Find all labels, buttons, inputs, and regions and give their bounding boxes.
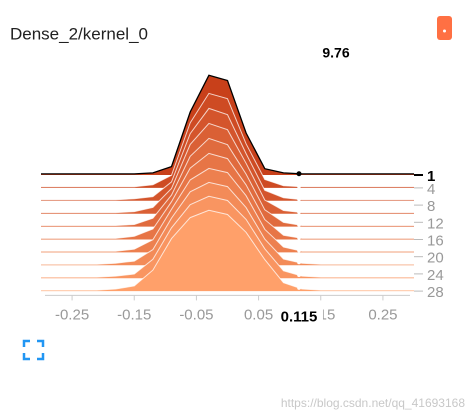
ridge-area <box>41 210 414 292</box>
color-toggle-dot <box>443 29 446 33</box>
ridge-line <box>41 122 414 214</box>
x-tick-label: 0.05 <box>244 306 273 323</box>
ridge-line <box>41 167 414 252</box>
ridge-line <box>41 152 414 239</box>
hover-value-label: 9.76 <box>322 45 349 61</box>
y-tick-label: 24 <box>427 267 444 284</box>
ridge-line <box>41 181 414 265</box>
chart-title: Dense_2/kernel_0 <box>10 24 148 43</box>
hover-x-bg <box>274 305 323 326</box>
ridge-line <box>41 137 414 226</box>
hover-dot <box>297 197 301 202</box>
y-tick-label: 20 <box>427 250 444 267</box>
watermark: https://blog.csdn.net/qq_41693168 <box>281 396 465 410</box>
hover-dot <box>297 184 301 189</box>
y-tick-label: 8 <box>427 198 435 215</box>
hover-dot <box>297 273 301 278</box>
x-tick-label: -0.25 <box>55 306 89 323</box>
color-toggle[interactable] <box>437 16 452 40</box>
ridge-line <box>41 195 414 278</box>
fullscreen-icon[interactable] <box>22 339 45 361</box>
ridge-line <box>41 107 414 201</box>
y-tick-label: 1 <box>427 168 435 185</box>
hover-dot <box>296 171 302 177</box>
ridge-line <box>41 209 414 291</box>
hover-dot <box>297 223 301 227</box>
hover-dot <box>297 286 301 290</box>
x-tick-label: -0.15 <box>117 306 151 323</box>
hover-dot <box>297 248 301 253</box>
x-tick-label: -0.05 <box>179 306 213 323</box>
y-tick-label: 12 <box>427 215 444 232</box>
ridge-line <box>41 92 414 188</box>
y-tick-label: 28 <box>427 284 444 301</box>
x-tick-label: 0.25 <box>368 306 397 323</box>
y-tick-label: 4 <box>427 181 435 198</box>
hover-dot <box>297 236 301 240</box>
hover-x-label: 0.115 <box>281 308 318 325</box>
y-tick-label: 16 <box>427 232 444 249</box>
hover-dot <box>297 210 301 215</box>
ridge-line <box>41 74 414 175</box>
hover-dot <box>297 260 301 265</box>
